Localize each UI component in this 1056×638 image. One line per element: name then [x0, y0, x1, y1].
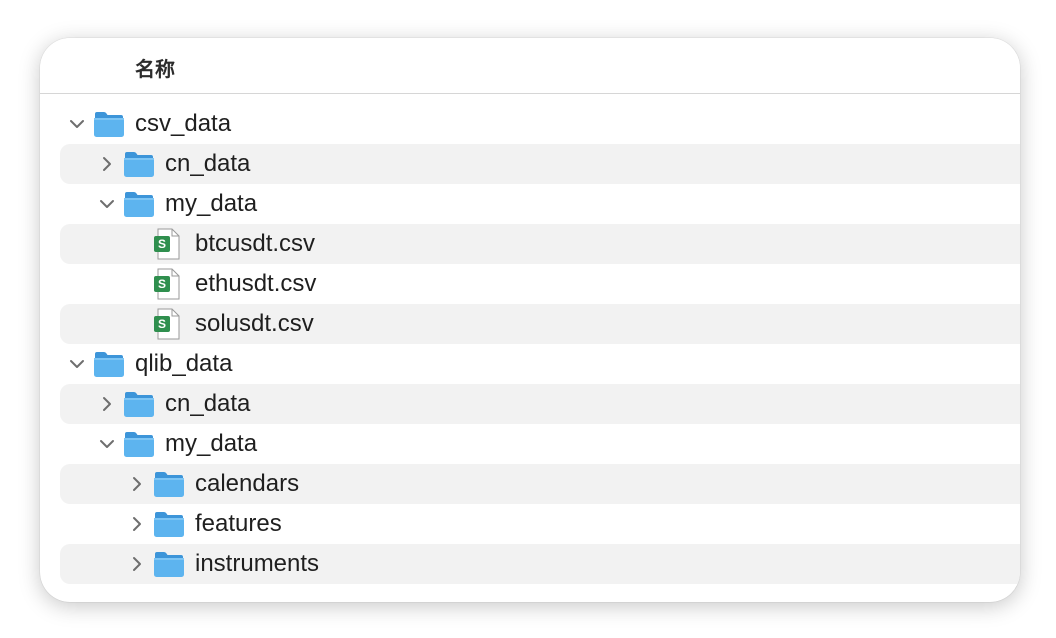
folder-row[interactable]: cn_data: [60, 144, 1020, 184]
folder-name: cn_data: [165, 390, 251, 417]
folder-name: instruments: [195, 550, 320, 577]
name-column-header[interactable]: 名称: [135, 57, 175, 81]
spreadsheet-badge-letter: S: [157, 237, 166, 251]
folder-name: features: [195, 510, 282, 537]
file-name: ethusdt.csv: [195, 270, 317, 297]
folder-name: my_data: [165, 430, 258, 457]
folder-row[interactable]: features: [60, 504, 1020, 544]
chevron-down-icon[interactable]: [98, 435, 116, 453]
file-name: solusdt.csv: [195, 310, 314, 337]
folder-icon: [153, 510, 185, 538]
chevron-right-icon[interactable]: [98, 155, 116, 173]
folder-icon: [153, 470, 185, 498]
folder-icon: [123, 430, 155, 458]
chevron-right-icon[interactable]: [128, 475, 146, 493]
folder-row[interactable]: qlib_data: [60, 344, 1020, 384]
folder-name: csv_data: [135, 110, 232, 137]
spreadsheet-badge-letter: S: [157, 277, 166, 291]
folder-icon: [93, 110, 125, 138]
folder-row[interactable]: csv_data: [60, 104, 1020, 144]
spreadsheet-file-icon: S: [153, 268, 181, 300]
folder-name: calendars: [195, 470, 300, 497]
folder-row[interactable]: calendars: [60, 464, 1020, 504]
folder-name: qlib_data: [135, 350, 233, 377]
folder-icon: [123, 390, 155, 418]
folder-icon: [123, 150, 155, 178]
chevron-down-icon[interactable]: [68, 115, 86, 133]
folder-row[interactable]: my_data: [60, 184, 1020, 224]
folder-row[interactable]: cn_data: [60, 384, 1020, 424]
spreadsheet-badge-letter: S: [157, 317, 166, 331]
spreadsheet-file-icon: S: [153, 308, 181, 340]
column-header: 名称: [40, 38, 1020, 94]
folder-name: my_data: [165, 190, 258, 217]
chevron-right-icon[interactable]: [128, 515, 146, 533]
folder-name: cn_data: [165, 150, 251, 177]
chevron-down-icon[interactable]: [68, 355, 86, 373]
folder-icon: [153, 550, 185, 578]
folder-row[interactable]: my_data: [60, 424, 1020, 464]
folder-icon: [123, 190, 155, 218]
chevron-right-icon[interactable]: [98, 395, 116, 413]
folder-row[interactable]: instruments: [60, 544, 1020, 584]
chevron-down-icon[interactable]: [98, 195, 116, 213]
chevron-right-icon[interactable]: [128, 555, 146, 573]
folder-icon: [93, 350, 125, 378]
spreadsheet-file-icon: S: [153, 228, 181, 260]
file-name: btcusdt.csv: [195, 230, 316, 257]
